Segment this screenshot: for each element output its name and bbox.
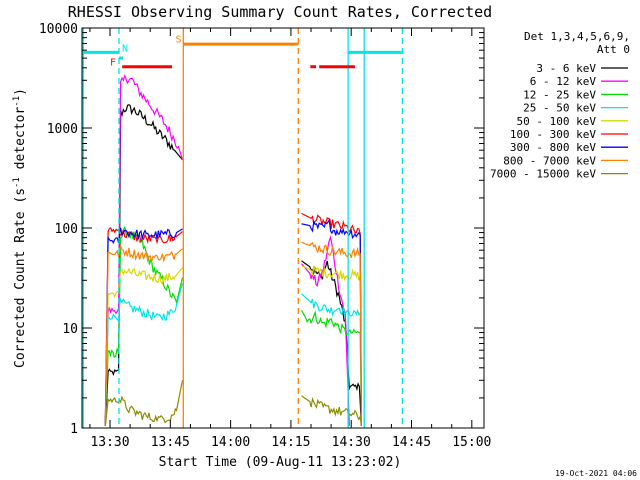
series-line-7-0: [104, 243, 183, 426]
legend-header-1: Det 1,3,4,5,6,9,: [524, 30, 630, 43]
y-tick-label-4: 10000: [39, 22, 78, 37]
x-tick-label-0: 13:30: [90, 435, 129, 450]
series-line-0-1: [301, 260, 362, 426]
series-line-5-1: [301, 212, 362, 426]
y-axis-label-sup1: -1: [12, 177, 22, 188]
y-tick-label-2: 100: [55, 222, 78, 237]
footer-timestamp: 19-Oct-2021 04:06: [555, 469, 637, 478]
legend-label-2: 12 - 25 keV: [523, 88, 596, 101]
legend-label-7: 800 - 7000 keV: [503, 154, 596, 167]
flag-label-f: F: [110, 58, 116, 69]
x-tick-label-1: 13:45: [151, 435, 190, 450]
series-line-3-0: [104, 283, 184, 426]
legend-header-2: Att 0: [597, 43, 630, 56]
series-line-1-1: [301, 235, 350, 426]
y-axis-label-sup2: -1: [12, 96, 22, 107]
series-line-3-1: [301, 293, 362, 426]
legend-label-6: 300 - 800 keV: [510, 141, 596, 154]
series-layer: [104, 73, 362, 426]
series-line-6-1: [301, 217, 362, 426]
x-tick-label-4: 14:30: [332, 435, 371, 450]
legend-label-5: 100 - 300 keV: [510, 128, 596, 141]
x-tick-label-5: 14:45: [392, 435, 431, 450]
y-axis-label-main: Corrected Count Rate (s: [13, 188, 28, 368]
flag-label-n: N: [122, 44, 128, 55]
series-line-0-0: [104, 104, 183, 426]
x-tick-label-3: 14:15: [271, 435, 310, 450]
chart-title: RHESSI Observing Summary Count Rates, Co…: [68, 3, 492, 21]
series-line-8-1: [301, 395, 362, 426]
flag-label-s: S: [175, 34, 181, 45]
x-tick-label-2: 14:00: [211, 435, 250, 450]
legend-label-3: 25 - 50 keV: [523, 102, 596, 115]
y-axis-label: Corrected Count Rate (s-1 detector-1): [12, 88, 28, 368]
y-tick-label-1: 10: [62, 322, 78, 337]
legend-label-0: 3 - 6 keV: [536, 62, 596, 75]
x-tick-label-6: 15:00: [452, 435, 491, 450]
plot-frame: [81, 27, 485, 429]
y-tick-label-3: 1000: [47, 122, 78, 137]
x-axis-label: Start Time (09-Aug-11 13:23:02): [159, 455, 402, 470]
series-line-8-0: [104, 380, 184, 426]
legend-label-1: 6 - 12 keV: [530, 75, 597, 88]
y-axis: 1 10 100 1000 10000: [39, 22, 484, 437]
series-line-4-1: [301, 265, 362, 426]
series-line-7-1: [301, 241, 362, 426]
x-axis: 13:30 13:45 14:00 14:15 14:30 14:45 15:00: [89, 28, 491, 450]
y-axis-label-end: ): [13, 88, 28, 96]
legend-label-8: 7000 - 15000 keV: [490, 168, 596, 181]
series-line-2-1: [300, 310, 362, 426]
y-tick-label-0: 1: [70, 422, 78, 437]
legend-label-4: 50 - 100 keV: [517, 115, 597, 128]
y-axis-label-mid: detector: [13, 107, 28, 178]
annotation-layer: FN S: [82, 28, 404, 428]
